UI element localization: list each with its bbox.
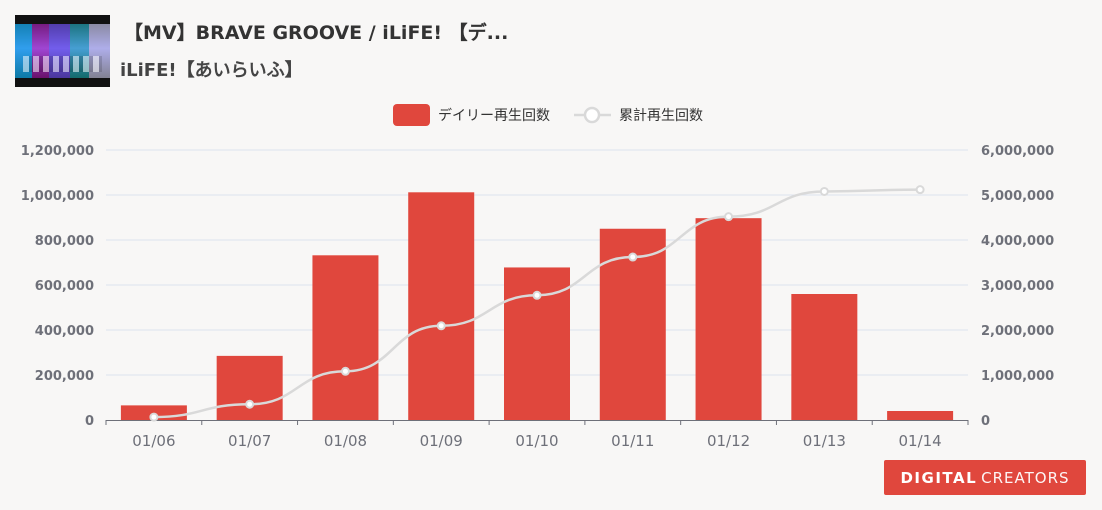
y-axis-right: 0 1,000,000 2,000,000 3,000,000 4,000,000 5,0… [981,144,1054,429]
y-right-tick-label: 1,000,000 [981,369,1054,384]
bar-series [120,192,954,420]
x-tick-label: 01/08 [324,432,367,450]
x-tick-label: 01/11 [611,432,654,450]
bar[interactable] [791,294,858,420]
legend-label-cumulative[interactable]: 累計再生回数 [619,108,703,124]
y-left-tick-label: 600,000 [35,279,94,294]
logo-text-bold: DIGITAL [900,468,978,487]
y-right-tick-label: 4,000,000 [981,234,1054,249]
line-point[interactable] [149,412,159,422]
y-right-tick-label: 5,000,000 [981,189,1054,204]
line-point[interactable] [436,321,446,331]
line-series [149,185,925,422]
bar[interactable] [695,218,762,420]
line-point[interactable] [532,290,542,300]
line-point[interactable] [819,186,829,196]
y-right-tick-label: 3,000,000 [981,279,1054,294]
line-point[interactable] [628,252,638,262]
x-axis: 01/06 01/07 01/08 01/09 01/10 01/11 01/12 01/13… [105,420,969,450]
x-tick-label: 01/07 [228,432,271,450]
y-right-tick-label: 6,000,000 [981,144,1054,159]
line-point[interactable] [915,185,925,195]
channel-name[interactable]: iLiFE!【あいらいふ】 [120,60,303,81]
bar[interactable] [312,255,379,420]
y-left-tick-label: 0 [85,414,94,429]
digital-creators-logo: DIGITAL CREATORS [884,460,1086,495]
bar[interactable] [408,192,475,420]
y-axis-left: 0 200,000 400,000 600,000 800,000 1,000,000 1,… [21,144,94,429]
bar[interactable] [216,355,283,420]
y-left-tick-label: 800,000 [35,234,94,249]
line-point[interactable] [724,212,734,222]
video-title[interactable]: 【MV】BRAVE GROOVE / iLiFE! 【デ... [124,22,509,44]
x-tick-label: 01/14 [898,432,941,450]
x-tick-label: 01/10 [515,432,558,450]
legend: デイリー再生回数 累計再生回数 [393,104,703,126]
legend-label-daily[interactable]: デイリー再生回数 [438,107,550,124]
y-left-tick-label: 1,200,000 [21,144,94,159]
x-tick-label: 01/09 [420,432,463,450]
y-left-tick-label: 1,000,000 [21,189,94,204]
legend-line-marker [583,106,601,124]
bar[interactable] [887,411,954,420]
x-tick-label: 01/06 [132,432,175,450]
line-point[interactable] [245,399,255,409]
x-tick-label: 01/12 [707,432,750,450]
y-left-tick-label: 200,000 [35,369,94,384]
y-right-tick-label: 0 [981,414,990,429]
legend-bar-swatch[interactable] [393,104,430,126]
video-thumbnail[interactable] [15,15,110,87]
logo-text-light: CREATORS [981,468,1070,487]
y-left-tick-label: 400,000 [35,324,94,339]
line-point[interactable] [340,366,350,376]
thumbnail-image [15,24,110,78]
x-tick-label: 01/13 [803,432,846,450]
y-right-tick-label: 2,000,000 [981,324,1054,339]
